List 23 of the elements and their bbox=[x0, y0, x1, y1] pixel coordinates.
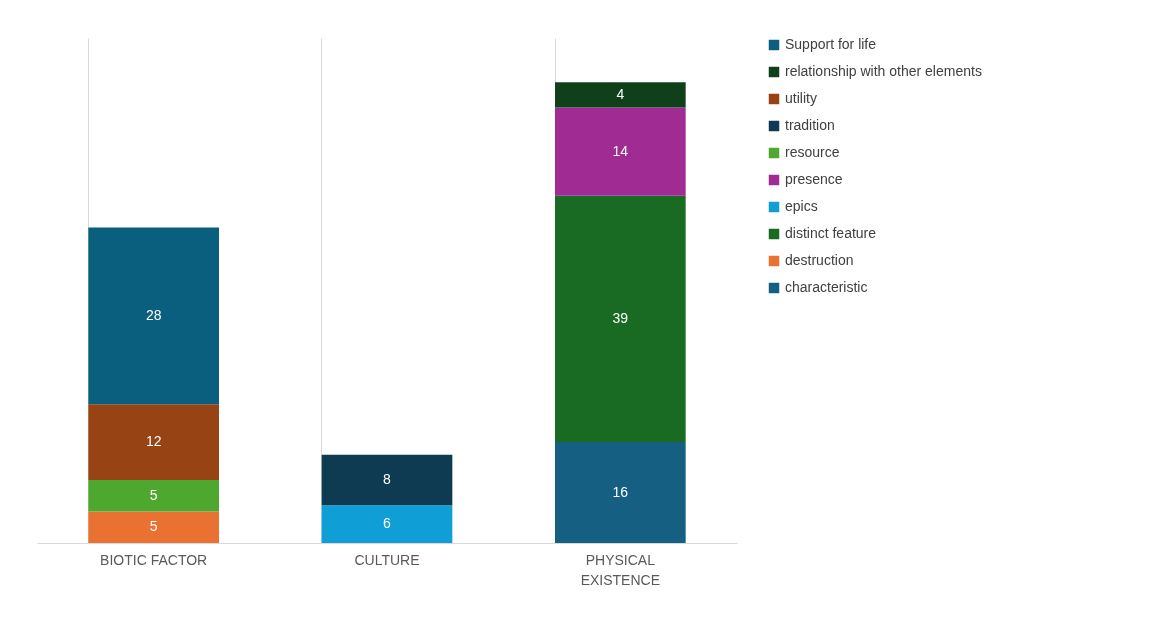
data-label: 39 bbox=[612, 309, 629, 326]
data-label: 8 bbox=[383, 470, 392, 487]
data-label: 14 bbox=[612, 142, 629, 159]
x-tick-label: BIOTIC FACTOR bbox=[100, 551, 208, 568]
legend-label: distinct feature bbox=[785, 225, 877, 241]
legend-label: Support for life bbox=[785, 36, 877, 52]
legend-label: resource bbox=[785, 144, 840, 160]
legend-label: presence bbox=[785, 171, 843, 187]
x-tick-label: PHYSICAL EXISTENCE bbox=[580, 551, 661, 588]
data-label: 28 bbox=[145, 306, 162, 323]
x-tick-label: CULTURE bbox=[354, 551, 420, 568]
legend-label: tradition bbox=[785, 117, 835, 133]
data-label: 12 bbox=[145, 433, 162, 449]
data-label: 5 bbox=[149, 486, 158, 503]
legend-label: destruction bbox=[785, 252, 854, 268]
data-label: 4 bbox=[616, 85, 625, 102]
legend-label: utility bbox=[785, 90, 817, 106]
data-label: 16 bbox=[612, 483, 629, 500]
legend-label: characteristic bbox=[785, 279, 868, 295]
legend-label: epics bbox=[785, 198, 818, 214]
legend-label: relationship with other elements bbox=[785, 63, 982, 79]
data-label: 5 bbox=[149, 518, 158, 535]
data-label: 6 bbox=[383, 515, 392, 532]
